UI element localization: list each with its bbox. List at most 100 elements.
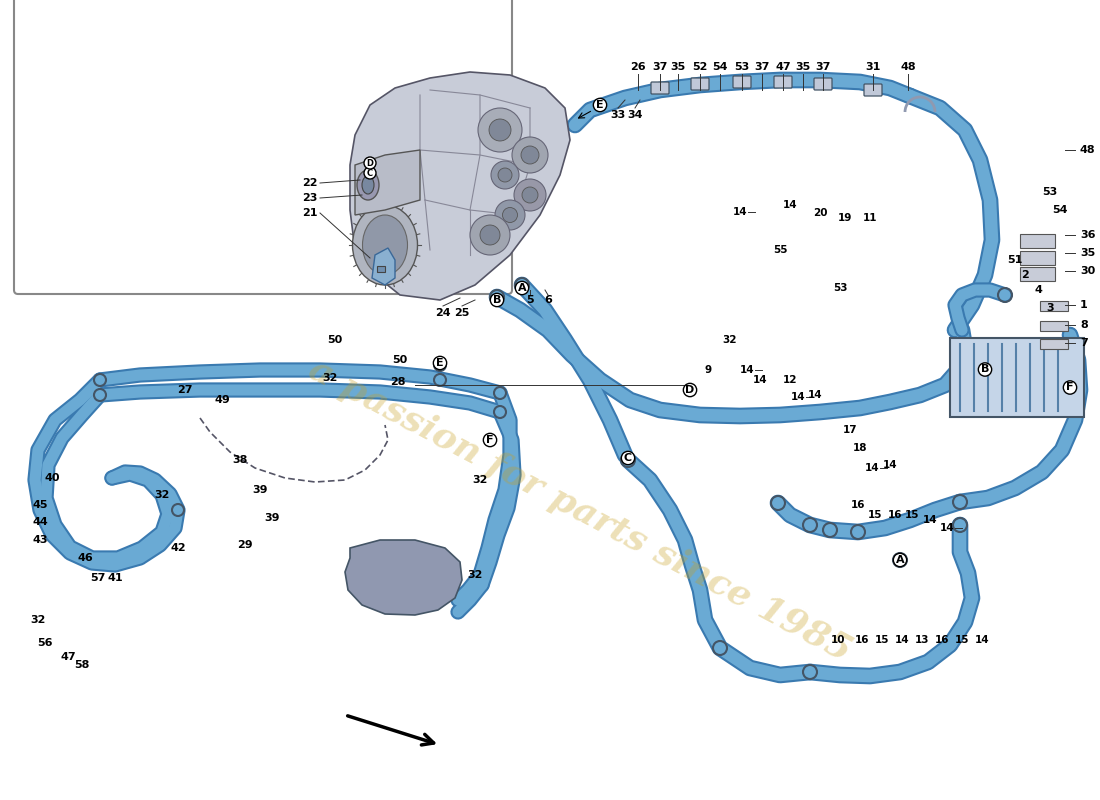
Text: 50: 50 bbox=[393, 355, 408, 365]
Text: 52: 52 bbox=[692, 62, 707, 72]
Text: C: C bbox=[367, 169, 373, 178]
Text: 35: 35 bbox=[795, 62, 811, 72]
Text: 45: 45 bbox=[32, 500, 47, 510]
Text: 33: 33 bbox=[610, 110, 626, 120]
Text: 19: 19 bbox=[838, 213, 853, 223]
Text: 53: 53 bbox=[833, 283, 847, 293]
Text: 27: 27 bbox=[177, 385, 192, 395]
Text: 26: 26 bbox=[630, 62, 646, 72]
Text: 32: 32 bbox=[31, 615, 46, 625]
Text: 14: 14 bbox=[975, 635, 989, 645]
FancyBboxPatch shape bbox=[774, 76, 792, 88]
Text: 53: 53 bbox=[1043, 187, 1057, 197]
Text: 14: 14 bbox=[882, 460, 898, 470]
Circle shape bbox=[478, 108, 522, 152]
Text: 32: 32 bbox=[468, 570, 483, 580]
Text: 49: 49 bbox=[214, 395, 230, 405]
Text: 51: 51 bbox=[1008, 255, 1023, 265]
Text: 37: 37 bbox=[755, 62, 770, 72]
Text: 31: 31 bbox=[866, 62, 881, 72]
Polygon shape bbox=[350, 72, 570, 300]
Text: 47: 47 bbox=[60, 652, 76, 662]
Text: B: B bbox=[493, 295, 502, 305]
FancyBboxPatch shape bbox=[814, 78, 832, 90]
Text: 32: 32 bbox=[154, 490, 169, 500]
Bar bbox=[1040, 321, 1068, 331]
Bar bbox=[1040, 339, 1068, 349]
Text: 37: 37 bbox=[815, 62, 830, 72]
Circle shape bbox=[503, 207, 517, 222]
Circle shape bbox=[480, 225, 501, 245]
Circle shape bbox=[364, 157, 376, 169]
Text: 56: 56 bbox=[37, 638, 53, 648]
Text: D: D bbox=[366, 158, 374, 167]
Text: 12: 12 bbox=[783, 375, 798, 385]
Text: 32: 32 bbox=[472, 475, 487, 485]
Text: 38: 38 bbox=[232, 455, 248, 465]
Text: 39: 39 bbox=[252, 485, 267, 495]
Text: 15: 15 bbox=[904, 510, 920, 520]
Bar bbox=[1020, 267, 1055, 281]
Text: 48: 48 bbox=[900, 62, 916, 72]
Text: 34: 34 bbox=[627, 110, 642, 120]
Text: 41: 41 bbox=[107, 573, 123, 583]
Text: 14: 14 bbox=[791, 392, 805, 402]
Text: 9: 9 bbox=[704, 365, 712, 375]
Text: 36: 36 bbox=[1080, 230, 1096, 240]
Text: D: D bbox=[685, 385, 694, 395]
Text: 50: 50 bbox=[328, 335, 342, 345]
Circle shape bbox=[495, 200, 525, 230]
Text: 15: 15 bbox=[874, 635, 889, 645]
Text: 20: 20 bbox=[813, 208, 827, 218]
Text: 22: 22 bbox=[302, 178, 318, 188]
Text: 14: 14 bbox=[807, 390, 823, 400]
Circle shape bbox=[512, 137, 548, 173]
Bar bbox=[1020, 234, 1055, 248]
Circle shape bbox=[522, 187, 538, 203]
Text: 4: 4 bbox=[1034, 285, 1042, 295]
FancyBboxPatch shape bbox=[691, 78, 710, 90]
Text: 6: 6 bbox=[544, 295, 552, 305]
Text: 8: 8 bbox=[1080, 320, 1088, 330]
Ellipse shape bbox=[352, 205, 418, 285]
Text: 14: 14 bbox=[733, 207, 747, 217]
Text: 13: 13 bbox=[915, 635, 930, 645]
Text: 43: 43 bbox=[32, 535, 47, 545]
Polygon shape bbox=[345, 540, 462, 615]
Circle shape bbox=[491, 161, 519, 189]
Polygon shape bbox=[372, 248, 395, 285]
Bar bbox=[1020, 251, 1055, 265]
Text: 32: 32 bbox=[723, 335, 737, 345]
Text: F: F bbox=[1066, 382, 1074, 393]
FancyBboxPatch shape bbox=[651, 82, 669, 94]
Text: 7: 7 bbox=[1080, 338, 1088, 348]
Text: 37: 37 bbox=[652, 62, 668, 72]
Text: 42: 42 bbox=[170, 543, 186, 553]
Polygon shape bbox=[355, 150, 420, 215]
Text: 55: 55 bbox=[772, 245, 788, 255]
Text: 47: 47 bbox=[776, 62, 791, 72]
Circle shape bbox=[364, 167, 376, 179]
Text: 3: 3 bbox=[1046, 303, 1054, 313]
Text: E: E bbox=[437, 358, 443, 368]
Text: 14: 14 bbox=[939, 523, 955, 533]
FancyBboxPatch shape bbox=[14, 0, 512, 294]
Text: 32: 32 bbox=[322, 373, 338, 383]
Text: A: A bbox=[518, 283, 526, 293]
FancyBboxPatch shape bbox=[733, 76, 751, 88]
Text: 18: 18 bbox=[852, 443, 867, 453]
Text: E: E bbox=[596, 100, 604, 110]
Text: 17: 17 bbox=[843, 425, 857, 435]
FancyBboxPatch shape bbox=[864, 84, 882, 96]
Circle shape bbox=[490, 119, 512, 141]
Text: 57: 57 bbox=[90, 573, 106, 583]
Text: 40: 40 bbox=[44, 473, 59, 483]
Text: 10: 10 bbox=[830, 635, 845, 645]
Ellipse shape bbox=[363, 215, 407, 275]
Bar bbox=[1040, 301, 1068, 311]
Text: 15: 15 bbox=[955, 635, 969, 645]
Circle shape bbox=[470, 215, 510, 255]
Text: 16: 16 bbox=[850, 500, 866, 510]
Bar bbox=[377, 266, 385, 272]
Text: 16: 16 bbox=[855, 635, 869, 645]
